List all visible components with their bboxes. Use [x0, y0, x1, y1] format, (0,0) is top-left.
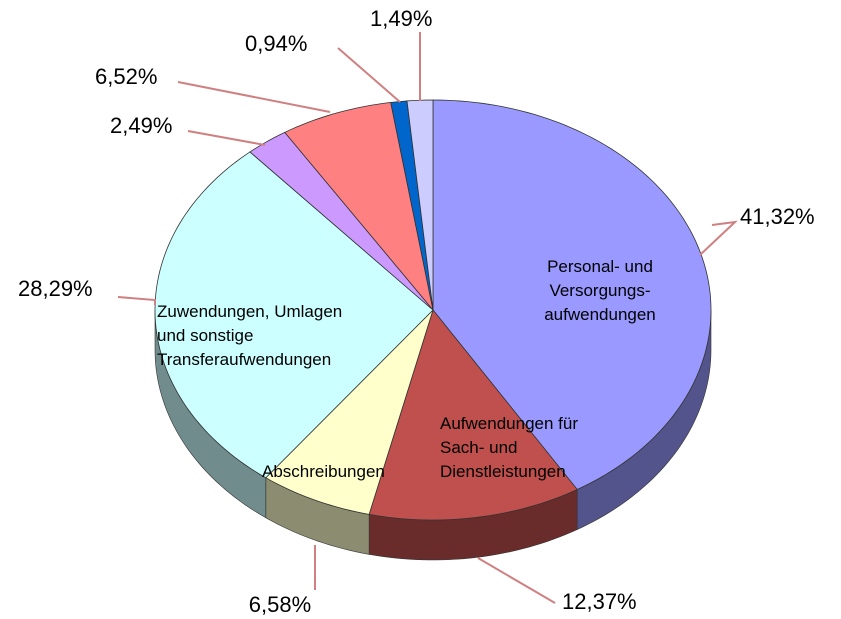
value-label: 2,49% — [110, 113, 172, 138]
leader-line — [699, 220, 738, 256]
value-label: 6,58% — [249, 592, 311, 617]
slice — [284, 101, 434, 311]
slice — [154, 151, 434, 479]
leader-line — [477, 557, 556, 604]
leader-line — [177, 81, 331, 113]
value-label: 6,52% — [95, 64, 157, 89]
category-label: Zuwendungen, Umlagen und sonstige Transfer… — [157, 302, 342, 369]
slice — [249, 131, 434, 311]
leader-line — [117, 296, 156, 305]
value-label: 28,29% — [18, 276, 93, 301]
slice — [368, 309, 578, 521]
leader-line — [187, 130, 266, 146]
value-label: 0,94% — [245, 31, 307, 56]
category-label: Personal- und Versorgungs-aufwendungen — [544, 257, 656, 324]
category-label: Abschreibungen — [262, 462, 385, 481]
value-label: 41,32% — [740, 204, 815, 229]
value-label: 1,49% — [370, 6, 432, 31]
value-label: 12,37% — [562, 589, 637, 614]
category-label: Aufwendungen für Sach- und Dienstleistunge… — [440, 414, 578, 481]
slice — [265, 309, 434, 515]
leader-line — [337, 47, 401, 103]
